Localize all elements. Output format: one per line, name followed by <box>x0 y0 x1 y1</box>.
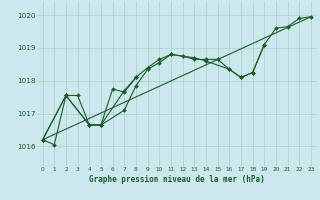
X-axis label: Graphe pression niveau de la mer (hPa): Graphe pression niveau de la mer (hPa) <box>89 175 265 184</box>
